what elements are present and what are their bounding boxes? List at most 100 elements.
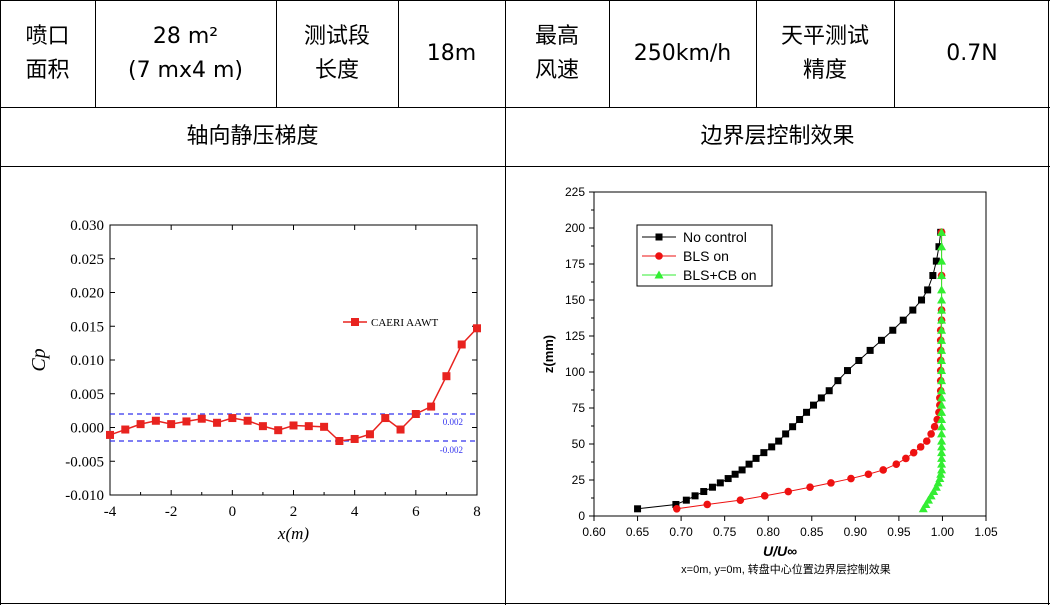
x-tick-label: 4 (351, 504, 359, 520)
table-border (95, 0, 96, 107)
cell-max-speed-value: 250km/h (609, 0, 756, 107)
data-point (937, 459, 947, 468)
data-point (796, 416, 804, 424)
data-point (924, 495, 934, 504)
data-point (937, 355, 947, 364)
data-point (937, 376, 947, 385)
table-border (0, 0, 1, 605)
data-point (937, 285, 947, 294)
data-point (320, 422, 329, 431)
data-point (929, 487, 939, 496)
data-point (937, 386, 947, 395)
y-tick-label: 0.010 (70, 353, 104, 369)
data-point (825, 387, 833, 395)
data-point (243, 416, 252, 425)
data-point (724, 475, 732, 483)
data-point (213, 418, 222, 427)
data-point (918, 504, 928, 513)
data-point (879, 466, 888, 474)
data-point (937, 366, 947, 375)
data-point (937, 335, 947, 344)
data-point (803, 408, 811, 416)
data-point (335, 437, 344, 445)
x-tick-label: 0.70 (669, 525, 693, 539)
x-tick-label: 6 (412, 504, 420, 520)
data-point (937, 422, 947, 431)
data-point (935, 474, 945, 483)
data-point (121, 425, 130, 434)
data-point (834, 377, 842, 385)
data-point (731, 470, 739, 478)
data-point (708, 483, 716, 491)
cell-nozzle-area-value: 28 m² (7 mx4 m) (95, 0, 276, 107)
cell-text: 轴向静压梯度 (186, 123, 319, 149)
table-border (0, 0, 1050, 1)
table-border (0, 107, 1050, 108)
data-point (473, 324, 481, 333)
y-tick-label: 200 (565, 221, 585, 235)
x-tick-label: 0.75 (713, 525, 737, 539)
data-point (716, 479, 724, 487)
data-point (909, 448, 918, 457)
data-point (937, 227, 947, 236)
data-point (654, 270, 664, 279)
y-tick-label: -0.005 (65, 454, 104, 470)
data-point (864, 470, 873, 479)
data-point (304, 422, 313, 431)
table-border (894, 0, 895, 107)
data-point (892, 460, 901, 468)
data-point (228, 414, 237, 423)
data-point (922, 437, 931, 445)
y-tick-label: 0 (578, 509, 585, 523)
data-point (806, 483, 814, 492)
data-point (396, 425, 405, 434)
x-tick-label: 0.60 (582, 525, 606, 539)
y-tick-label: 150 (565, 293, 585, 307)
data-point (933, 478, 943, 487)
data-point (889, 326, 897, 334)
x-tick-label: 0.95 (887, 525, 911, 539)
x-tick-label: -4 (104, 504, 117, 520)
y-axis-label: z(mm) (541, 335, 556, 373)
data-point (902, 454, 910, 463)
data-point (672, 500, 680, 508)
data-point (457, 340, 466, 349)
data-point (931, 482, 941, 491)
cell-balance-precision-label: 天平测试 精度 (756, 0, 894, 107)
cell-text: 边界层控制效果 (700, 123, 855, 149)
x-axis-label: x(m) (277, 524, 309, 543)
cell-test-length-value: 18m (398, 0, 505, 107)
data-point (411, 410, 420, 418)
data-point (909, 306, 917, 314)
cell-text: 喷口 面积 (25, 23, 70, 83)
table-border (276, 0, 277, 107)
data-point (167, 420, 176, 429)
x-tick-label: -2 (165, 504, 178, 520)
data-point (929, 272, 937, 280)
data-point (182, 417, 191, 426)
table-border (0, 166, 1050, 167)
y-tick-label: 0.030 (70, 218, 104, 234)
x-tick-label: 2 (290, 504, 298, 520)
data-point (930, 422, 939, 431)
cell-nozzle-area-label: 喷口 面积 (0, 0, 95, 107)
data-point (927, 430, 935, 438)
data-point (937, 295, 947, 304)
data-point (136, 420, 145, 429)
x-tick-label: 0.85 (800, 525, 824, 539)
data-point (197, 414, 206, 423)
table-border (398, 0, 399, 107)
data-point (926, 491, 936, 500)
data-point (937, 442, 947, 451)
y-tick-label: 0.020 (70, 286, 104, 302)
x-axis-label: U/U∞ (763, 543, 797, 559)
table-border (756, 0, 757, 107)
data-point (937, 242, 947, 251)
data-point (817, 394, 825, 402)
data-point (700, 488, 708, 496)
y-tick-label: 0.015 (70, 319, 104, 335)
y-tick-label: 0.025 (70, 252, 104, 268)
data-point (634, 505, 642, 513)
data-point (274, 426, 283, 435)
data-point (810, 401, 818, 409)
